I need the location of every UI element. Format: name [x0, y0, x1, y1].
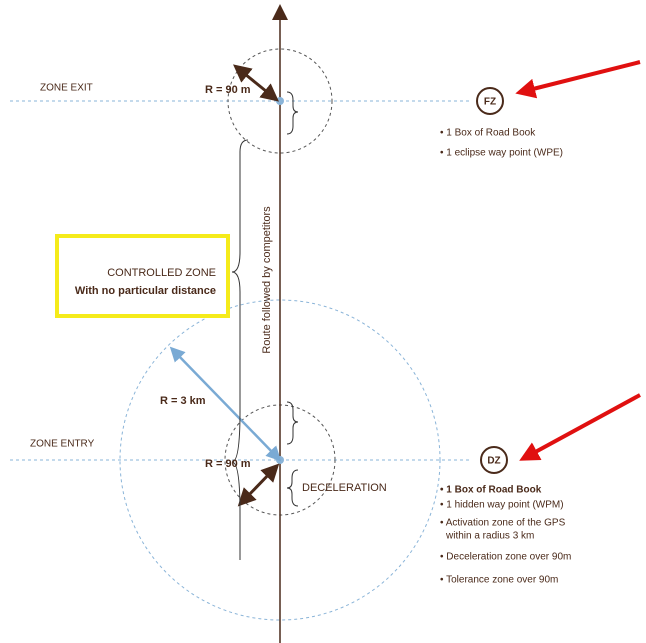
dz-badge — [480, 446, 508, 474]
dz-item: within a radius 3 km — [445, 531, 534, 542]
fz-badge — [476, 87, 504, 115]
zone-exit-label: ZONE EXIT — [40, 83, 93, 94]
dz-item: • 1 hidden way point (WPM) — [440, 500, 564, 511]
dz-item: • Activation zone of the GPS — [440, 518, 566, 529]
fz-item: • 1 eclipse way point (WPE) — [440, 148, 563, 159]
dz-item: • 1 Box of Road Book — [440, 485, 542, 496]
radius-arrow — [237, 463, 280, 507]
exit-point — [276, 97, 284, 105]
brace — [286, 469, 299, 507]
controlled-brace — [231, 139, 249, 560]
route-label: Route followed by competitors — [261, 206, 273, 354]
radius-arrow — [169, 346, 282, 462]
brace — [286, 401, 299, 445]
radius-arrow — [233, 64, 279, 102]
pointer-arrow — [515, 60, 641, 99]
zone-entry-label: ZONE ENTRY — [30, 439, 95, 450]
controlled-zone-box — [55, 234, 230, 318]
activation-circle — [119, 299, 441, 621]
activation-radius-label: R = 3 km — [160, 395, 206, 407]
dz-item: • Deceleration zone over 90m — [440, 552, 571, 563]
radius-label: R = 90 m — [205, 458, 251, 470]
controlled-zone-subtitle: With no particular distance — [75, 285, 216, 297]
dz-code: DZ — [487, 456, 500, 467]
exit-circle — [227, 48, 333, 154]
entry-point — [276, 456, 284, 464]
controlled-zone-title: CONTROLLED ZONE — [107, 267, 216, 279]
brace — [286, 91, 299, 135]
route-arrow — [272, 4, 288, 20]
pointer-arrow — [519, 393, 641, 461]
fz-code: FZ — [484, 97, 496, 108]
radius-label: R = 90 m — [205, 84, 251, 96]
dz-item: • Tolerance zone over 90m — [440, 575, 558, 586]
fz-item: • 1 Box of Road Book — [440, 128, 536, 139]
deceleration-label: DECELERATION — [302, 482, 387, 494]
